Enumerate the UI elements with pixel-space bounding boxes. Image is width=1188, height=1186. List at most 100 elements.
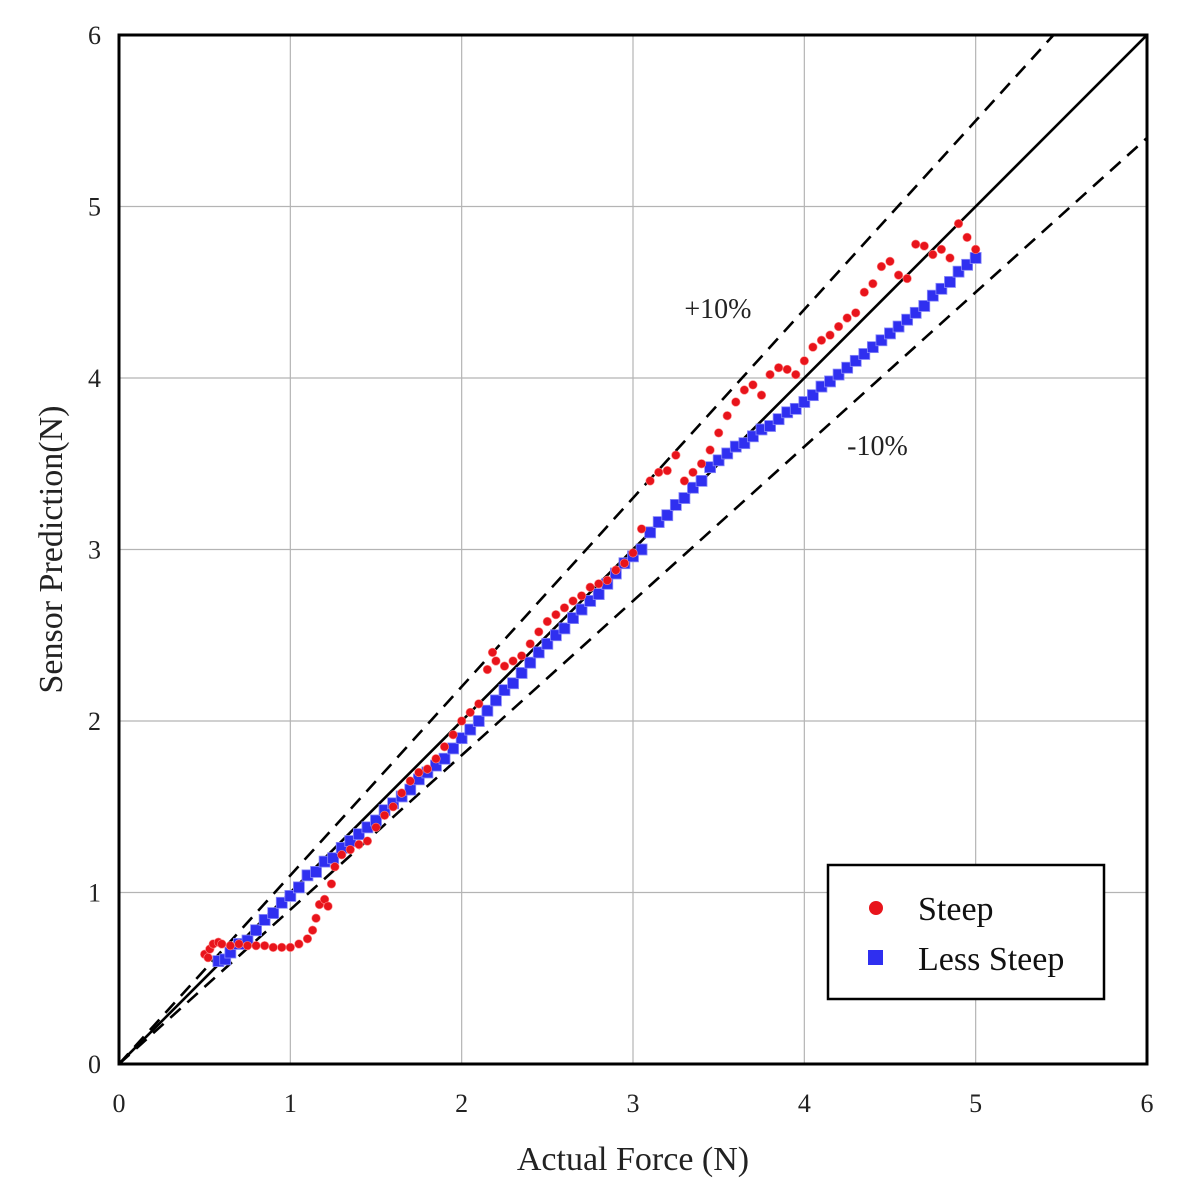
point-less-steep	[644, 526, 657, 539]
point-steep	[251, 941, 261, 951]
point-steep	[611, 565, 621, 575]
point-steep	[422, 764, 433, 774]
point-steep	[568, 596, 578, 606]
point-less-steep	[584, 595, 597, 607]
point-steep	[576, 591, 587, 601]
point-less-steep	[935, 282, 948, 295]
point-steep	[791, 369, 801, 380]
point-less-steep	[952, 265, 965, 278]
point-steep	[345, 845, 355, 855]
point-steep	[285, 942, 295, 952]
point-steep	[731, 397, 741, 407]
point-steep	[876, 261, 887, 272]
point-less-steep	[524, 656, 537, 669]
point-steep	[628, 548, 638, 558]
point-less-steep	[327, 852, 340, 865]
point-less-steep	[678, 492, 691, 504]
point-less-steep	[944, 276, 956, 288]
point-less-steep	[738, 437, 751, 450]
point-steep	[203, 953, 213, 963]
point-less-steep	[721, 447, 734, 460]
point-less-steep	[292, 881, 305, 894]
point-steep	[654, 467, 664, 477]
x-tick-label: 6	[1141, 1089, 1154, 1118]
point-steep	[859, 287, 869, 297]
point-less-steep	[490, 694, 502, 707]
annotation-plus-10: +10%	[684, 294, 751, 325]
point-steep	[911, 239, 921, 249]
point-less-steep	[712, 454, 725, 467]
point-less-steep	[250, 924, 262, 937]
point-steep	[337, 850, 347, 860]
point-steep	[308, 925, 318, 935]
point-steep	[782, 364, 792, 375]
point-less-steep	[695, 474, 708, 487]
point-steep	[371, 822, 381, 832]
point-steep	[388, 802, 398, 812]
point-steep	[851, 308, 861, 318]
point-steep	[662, 466, 672, 476]
point-steep	[945, 253, 955, 263]
point-steep	[487, 647, 498, 658]
point-steep	[868, 279, 878, 289]
point-steep	[414, 767, 424, 778]
point-steep	[379, 810, 390, 820]
point-less-steep	[541, 637, 554, 650]
y-axis-title: Sensor Prediction(N)	[33, 405, 70, 693]
point-less-steep	[866, 341, 879, 354]
point-steep	[774, 363, 784, 373]
point-steep	[217, 939, 227, 949]
y-tick-label: 4	[88, 364, 101, 393]
point-steep	[799, 356, 809, 366]
point-less-steep	[464, 723, 477, 736]
point-less-steep	[841, 361, 854, 374]
x-tick-label: 3	[627, 1089, 640, 1118]
point-steep	[602, 575, 612, 585]
point-steep	[242, 941, 253, 951]
point-less-steep	[764, 420, 776, 432]
point-steep	[833, 321, 844, 332]
point-steep	[482, 664, 492, 675]
x-axis-title: Actual Force (N)	[517, 1141, 749, 1178]
point-less-steep	[807, 389, 819, 402]
point-steep	[816, 335, 827, 345]
point-steep	[936, 244, 947, 254]
point-steep	[928, 249, 938, 260]
x-tick-label: 0	[113, 1089, 126, 1118]
reference-line-10	[118, 136, 1148, 1065]
point-less-steep	[575, 603, 588, 616]
point-less-steep	[687, 481, 699, 494]
point-less-steep	[704, 461, 716, 474]
point-less-steep	[404, 783, 417, 796]
point-steep	[825, 330, 835, 340]
point-steep	[260, 941, 270, 951]
point-steep	[491, 656, 501, 666]
point-less-steep	[652, 516, 665, 528]
point-less-steep	[532, 646, 545, 659]
legend-box	[826, 863, 1106, 1001]
x-tick-label: 4	[798, 1089, 811, 1118]
point-steep	[439, 742, 450, 752]
x-tick-label: 2	[455, 1089, 468, 1118]
point-less-steep	[875, 334, 888, 347]
y-tick-label: 6	[88, 21, 101, 50]
point-steep	[525, 639, 535, 649]
y-tick-label: 0	[88, 1050, 101, 1079]
point-steep	[326, 879, 337, 889]
point-less-steep	[310, 866, 322, 878]
point-steep	[739, 385, 749, 395]
point-steep	[542, 616, 552, 627]
point-steep	[225, 941, 235, 951]
point-steep	[405, 776, 415, 786]
point-steep	[902, 273, 912, 284]
point-less-steep	[661, 509, 674, 522]
point-less-steep	[892, 320, 905, 333]
point-less-steep	[481, 704, 494, 717]
point-less-steep	[515, 667, 528, 679]
point-steep	[585, 582, 595, 592]
point-steep	[594, 579, 604, 589]
point-less-steep	[507, 677, 519, 690]
point-less-steep	[909, 306, 922, 319]
point-less-steep	[901, 313, 914, 326]
point-less-steep	[798, 396, 811, 408]
